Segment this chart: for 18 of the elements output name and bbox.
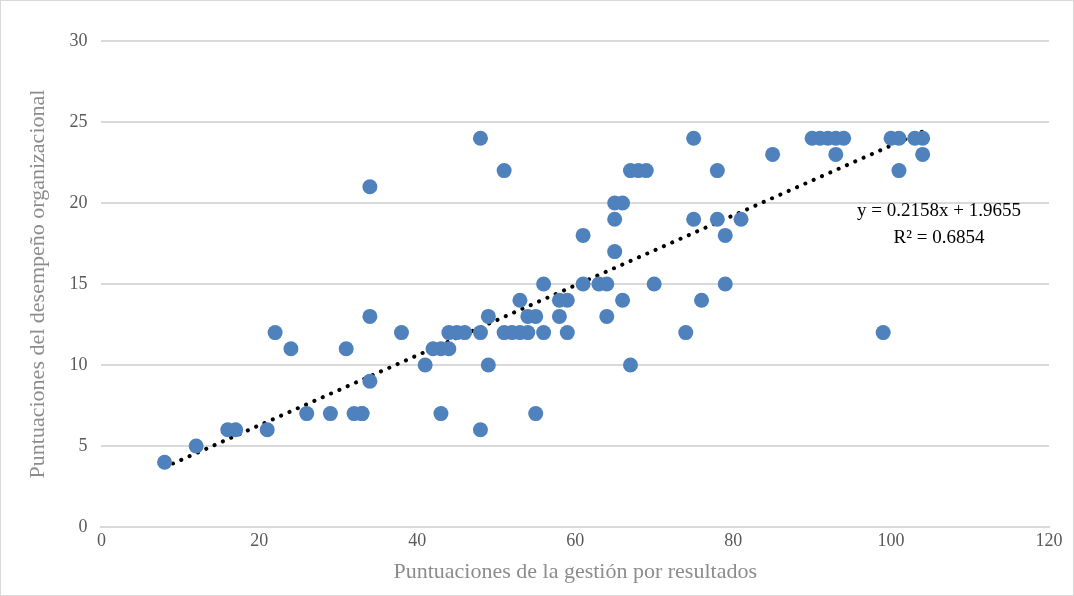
x-axis-title: Puntuaciones de la gestión por resultados [393, 557, 757, 583]
x-tick-label: 120 [1035, 529, 1063, 550]
annotation: y = 0.2158x + 1.9655 [857, 198, 1021, 220]
annotation: R² = 0.6854 [893, 225, 985, 247]
x-tick-label: 100 [877, 529, 905, 550]
y-tick-label: 30 [69, 29, 88, 50]
y-tick-label: 10 [69, 353, 88, 374]
y-tick-label: 0 [78, 515, 88, 536]
x-tick-label: 60 [566, 529, 585, 550]
x-tick-label: 20 [250, 529, 269, 550]
y-tick-label: 25 [69, 110, 88, 131]
y-tick-label: 5 [78, 434, 88, 455]
y-tick-label: 20 [69, 191, 88, 212]
x-tick-label: 80 [724, 529, 743, 550]
y-tick-label: 15 [69, 272, 88, 293]
y-axis-title: Puntuaciones del desempeño organizacional [23, 89, 49, 479]
x-tick-label: 0 [96, 529, 106, 550]
x-tick-label: 40 [408, 529, 427, 550]
